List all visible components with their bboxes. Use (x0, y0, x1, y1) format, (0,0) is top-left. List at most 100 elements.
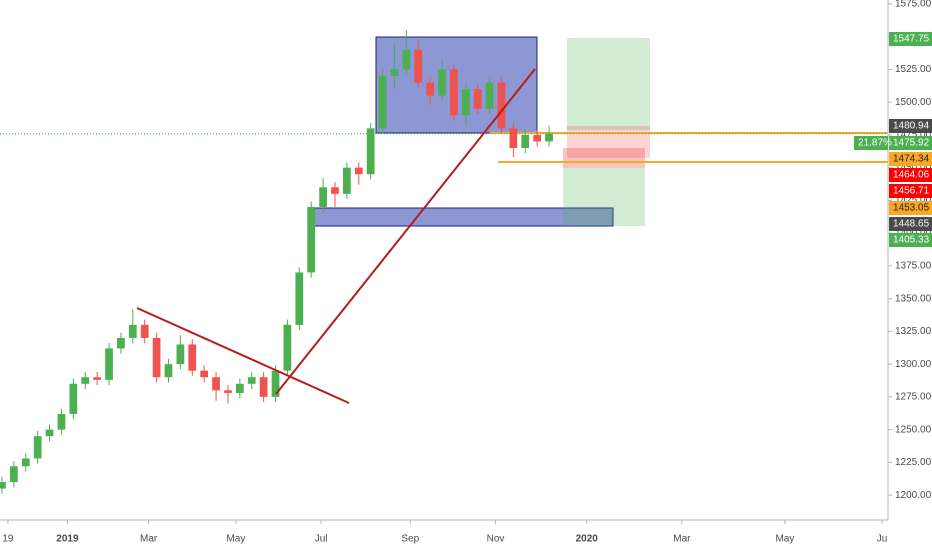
y-tick-label: 1225.00 (895, 457, 932, 468)
x-tick-label: 2019 (56, 534, 79, 545)
price-label-box (889, 152, 932, 166)
candle-body (57, 413, 66, 430)
y-tick-label: 1450.00 (895, 162, 932, 173)
candles (0, 30, 553, 494)
candle-body (105, 348, 113, 380)
price-label: 1464.06 (893, 170, 930, 181)
y-tick-label: 1200.00 (895, 490, 932, 501)
x-tick-label: Jul (315, 534, 328, 545)
candle-body (176, 344, 185, 365)
x-tick-label: Sep (401, 534, 419, 545)
candle-body (343, 167, 351, 194)
price-label-box (889, 119, 932, 133)
candle-body (485, 82, 494, 109)
candle-body (366, 128, 375, 175)
candle-body (69, 383, 78, 414)
x-tick-label: Ju (877, 534, 888, 545)
x-tick-label: May (226, 534, 245, 545)
time-axis (0, 520, 932, 550)
candle-body (235, 383, 244, 393)
candle-body (331, 187, 339, 194)
candle-body (0, 482, 6, 489)
candle-body (117, 337, 125, 349)
candle-body (521, 134, 530, 149)
candle-body (140, 324, 149, 338)
y-tick-label: 1425.00 (895, 195, 932, 206)
candle-body (533, 134, 542, 142)
target-zone (567, 38, 650, 130)
candle-body (164, 364, 173, 378)
candle-body (200, 370, 209, 378)
candle-body (45, 429, 54, 437)
candle-body (283, 324, 292, 371)
y-tick-label: 1350.00 (895, 293, 932, 304)
candle-body (152, 337, 161, 378)
x-tick-label: Mar (673, 534, 691, 545)
candle-body (247, 377, 256, 384)
candle-body (21, 458, 30, 467)
candle-body (461, 89, 470, 116)
y-tick-label: 1325.00 (895, 326, 932, 337)
trend-lines (136, 68, 536, 404)
candle-body (545, 133, 553, 142)
price-label: 1547.75 (893, 34, 930, 45)
price-label: 1456.71 (893, 186, 930, 197)
candle-body (354, 167, 363, 175)
target-zone (563, 168, 645, 226)
candle-body (93, 377, 101, 380)
y-tick-label: 1250.00 (895, 424, 932, 435)
candle-body (259, 377, 268, 397)
candle-body (81, 377, 90, 384)
candle-body (378, 75, 387, 129)
price-label: 1448.65 (893, 219, 930, 230)
change-label: 21.87% (858, 138, 892, 149)
candle-body (509, 128, 518, 149)
candle-body (224, 390, 232, 393)
trend-line (275, 68, 536, 395)
x-tick-label: 2020 (576, 534, 599, 545)
candle-body (390, 69, 399, 76)
price-label-box (889, 184, 932, 198)
drawings (0, 36, 888, 227)
candle-body (497, 82, 506, 129)
price-label: 1405.33 (893, 235, 930, 246)
trend-line (136, 307, 350, 404)
price-label: 1453.05 (893, 203, 930, 214)
candle-body (438, 69, 446, 96)
y-tick-label: 1525.00 (895, 64, 932, 75)
candle-body (426, 82, 434, 96)
candle-body (271, 370, 280, 397)
y-tick-label: 1500.00 (895, 97, 932, 108)
price-label: 1480.94 (893, 121, 930, 132)
candle-body (295, 272, 304, 325)
candle-body (33, 436, 42, 459)
change-label-box (854, 136, 888, 150)
candle-body (473, 89, 482, 109)
price-label-box (889, 233, 932, 247)
price-label-box (889, 201, 932, 215)
candle-body (307, 206, 316, 273)
x-tick-label: 19 (2, 534, 14, 545)
price-label-box (889, 168, 932, 182)
price-label: 1474.34 (893, 154, 930, 165)
x-tick-label: Nov (487, 534, 505, 545)
price-label-box (889, 136, 932, 150)
candle-body (319, 187, 327, 207)
y-tick-label: 1275.00 (895, 392, 932, 403)
candle-body (402, 49, 411, 70)
price-label: 1475.92 (893, 138, 930, 149)
y-tick-label: 1300.00 (895, 359, 932, 370)
y-tick-label: 1375.00 (895, 261, 932, 272)
stop-zone (563, 148, 645, 168)
candle-body (10, 466, 18, 483)
y-tick-label: 1475.00 (895, 130, 932, 141)
x-tick-label: Mar (140, 534, 158, 545)
candle-body (128, 324, 137, 338)
price-label-box (889, 217, 932, 231)
x-tick-label: May (775, 534, 794, 545)
candle-body (188, 344, 197, 371)
stop-zone (567, 126, 650, 158)
price-label-box (889, 32, 932, 46)
